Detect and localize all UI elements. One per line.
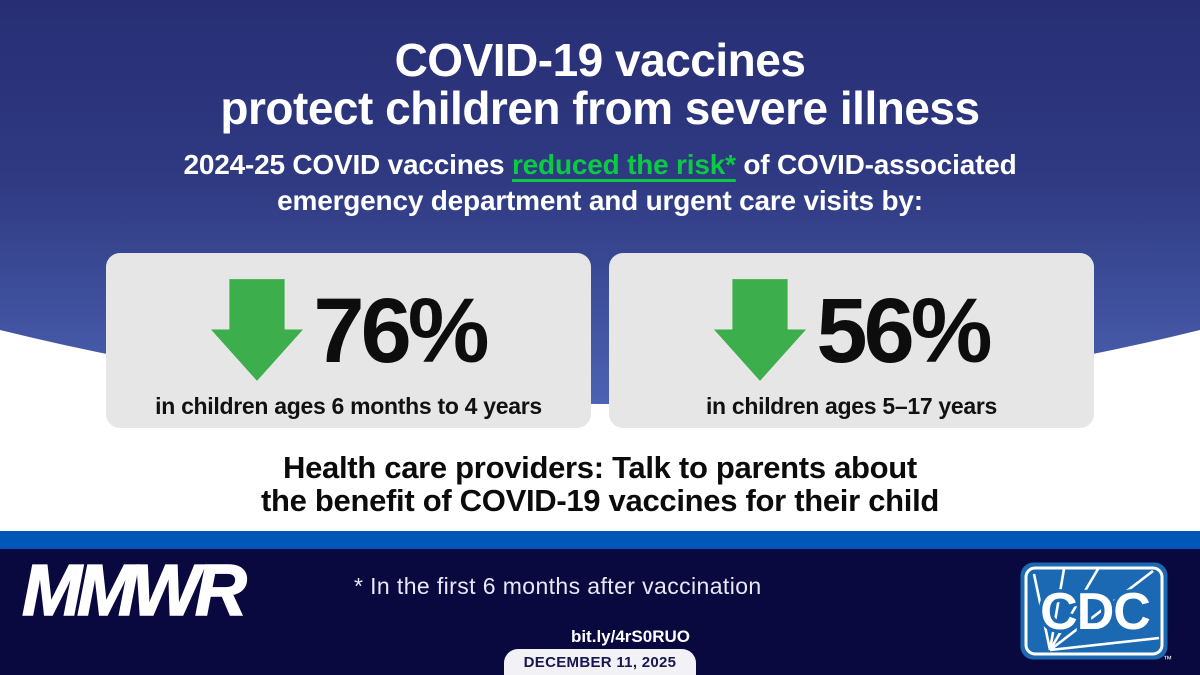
stat-card-6mo-4yr: 76% in children ages 6 months to 4 years xyxy=(106,253,591,428)
svg-text:™: ™ xyxy=(1163,654,1172,664)
down-arrow-icon xyxy=(211,278,304,386)
title-line-1: COVID-19 vaccines xyxy=(394,34,806,86)
stat-label: in children ages 5–17 years xyxy=(705,393,998,419)
subtitle-line-1: 2024-25 COVID vaccines reduced the risk*… xyxy=(0,147,1200,183)
divider-stripe xyxy=(0,531,1200,549)
footer-bar: MMWR * In the first 6 months after vacci… xyxy=(0,549,1200,675)
stat-value: 76% xyxy=(313,280,489,383)
callout-line-2: the benefit of COVID-19 vaccines for the… xyxy=(260,482,940,518)
subtitle: 2024-25 COVID vaccines reduced the risk*… xyxy=(0,147,1200,220)
down-arrow-icon xyxy=(714,278,807,386)
stat-row: 56% xyxy=(714,278,993,386)
callout-line-1: Health care providers: Talk to parents a… xyxy=(283,450,917,485)
short-url-link[interactable]: bit.ly/4rS0RUO xyxy=(570,627,690,646)
svg-text:CDC: CDC xyxy=(1040,583,1150,641)
stat-value: 56% xyxy=(816,280,992,383)
footnote-text: * In the first 6 months after vaccinatio… xyxy=(354,573,762,599)
stat-card-5-17yr: 56% in children ages 5–17 years xyxy=(609,253,1094,428)
subtitle-post: of COVID-associated xyxy=(735,148,1017,180)
stat-label: in children ages 6 months to 4 years xyxy=(155,393,542,419)
stat-row: 76% xyxy=(211,278,490,386)
cdc-logo-icon: CDC ™ xyxy=(1020,562,1174,669)
mmwr-logo: MMWR xyxy=(21,551,247,631)
stat-cards: 76% in children ages 6 months to 4 years… xyxy=(0,253,1200,428)
title-line-2: protect children from severe illness xyxy=(220,82,980,135)
publication-date-badge: DECEMBER 11, 2025 xyxy=(504,649,696,675)
hero-section: COVID-19 vaccines protect children from … xyxy=(0,0,1200,219)
reduced-risk-link[interactable]: reduced the risk* xyxy=(511,148,736,180)
page-title: COVID-19 vaccines protect children from … xyxy=(0,36,1200,133)
provider-callout: Health care providers: Talk to parents a… xyxy=(0,450,1200,518)
subtitle-pre: 2024-25 COVID vaccines xyxy=(183,148,512,180)
subtitle-line-2: emergency department and urgent care vis… xyxy=(277,184,923,216)
